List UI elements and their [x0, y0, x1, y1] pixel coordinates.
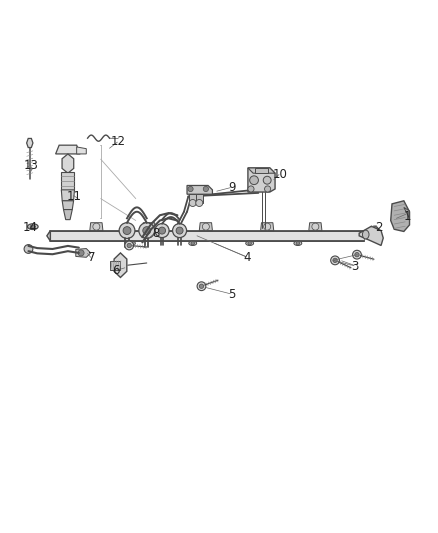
- Polygon shape: [47, 231, 50, 241]
- Circle shape: [125, 241, 134, 250]
- Circle shape: [139, 223, 155, 238]
- Text: 9: 9: [228, 181, 236, 194]
- Ellipse shape: [246, 241, 254, 246]
- Polygon shape: [187, 185, 212, 194]
- Circle shape: [263, 176, 271, 184]
- Text: 3: 3: [351, 260, 358, 273]
- Circle shape: [191, 241, 194, 245]
- Ellipse shape: [294, 241, 302, 246]
- Text: 8: 8: [152, 227, 159, 240]
- Circle shape: [173, 223, 187, 238]
- Polygon shape: [261, 223, 274, 231]
- Polygon shape: [77, 147, 86, 154]
- Circle shape: [130, 241, 133, 245]
- Text: 12: 12: [111, 135, 126, 148]
- Text: 13: 13: [24, 159, 39, 172]
- Polygon shape: [199, 223, 212, 231]
- Text: 1: 1: [403, 209, 411, 223]
- Circle shape: [197, 282, 206, 290]
- Polygon shape: [309, 223, 322, 231]
- Polygon shape: [56, 145, 80, 154]
- Ellipse shape: [127, 241, 135, 246]
- Text: 7: 7: [88, 251, 96, 264]
- Circle shape: [155, 223, 169, 238]
- Polygon shape: [114, 253, 127, 278]
- Circle shape: [159, 227, 166, 234]
- Circle shape: [265, 186, 271, 192]
- Circle shape: [296, 241, 300, 245]
- Polygon shape: [248, 168, 275, 173]
- Circle shape: [248, 186, 254, 192]
- Circle shape: [189, 199, 196, 206]
- Circle shape: [145, 223, 152, 230]
- Polygon shape: [196, 194, 203, 203]
- Polygon shape: [255, 168, 268, 173]
- Ellipse shape: [28, 224, 38, 230]
- Polygon shape: [404, 207, 410, 219]
- Circle shape: [202, 223, 209, 230]
- Ellipse shape: [370, 226, 379, 240]
- Polygon shape: [391, 201, 410, 231]
- Polygon shape: [248, 168, 275, 192]
- Circle shape: [196, 199, 203, 206]
- Text: 14: 14: [23, 221, 38, 235]
- Polygon shape: [76, 248, 91, 257]
- Circle shape: [24, 245, 33, 253]
- Ellipse shape: [371, 229, 377, 238]
- Polygon shape: [90, 223, 103, 231]
- Text: 5: 5: [229, 288, 236, 302]
- Text: 11: 11: [67, 190, 82, 203]
- Ellipse shape: [362, 230, 369, 239]
- Circle shape: [312, 223, 319, 230]
- Circle shape: [123, 227, 131, 235]
- Circle shape: [199, 284, 204, 288]
- Text: 4: 4: [244, 251, 251, 264]
- Polygon shape: [61, 190, 74, 201]
- Circle shape: [176, 227, 183, 234]
- Polygon shape: [61, 172, 74, 190]
- Polygon shape: [62, 154, 74, 173]
- Circle shape: [188, 187, 193, 191]
- Circle shape: [331, 256, 339, 265]
- Circle shape: [353, 251, 361, 259]
- Polygon shape: [189, 194, 196, 203]
- Circle shape: [78, 250, 84, 256]
- Circle shape: [333, 258, 337, 263]
- Text: 10: 10: [273, 168, 288, 181]
- Polygon shape: [359, 226, 383, 246]
- Polygon shape: [62, 201, 74, 209]
- Polygon shape: [27, 139, 33, 148]
- Text: 2: 2: [375, 221, 383, 233]
- Circle shape: [203, 187, 208, 191]
- Circle shape: [250, 176, 258, 184]
- Polygon shape: [142, 223, 155, 231]
- Circle shape: [264, 223, 271, 230]
- Ellipse shape: [189, 241, 197, 246]
- Polygon shape: [110, 261, 120, 270]
- Circle shape: [119, 223, 135, 238]
- Ellipse shape: [30, 225, 35, 228]
- Circle shape: [127, 243, 131, 248]
- Circle shape: [93, 223, 100, 230]
- Polygon shape: [50, 231, 364, 241]
- Circle shape: [143, 227, 151, 235]
- Circle shape: [355, 253, 359, 257]
- Circle shape: [248, 241, 251, 245]
- Polygon shape: [64, 209, 72, 220]
- Text: 6: 6: [112, 264, 120, 277]
